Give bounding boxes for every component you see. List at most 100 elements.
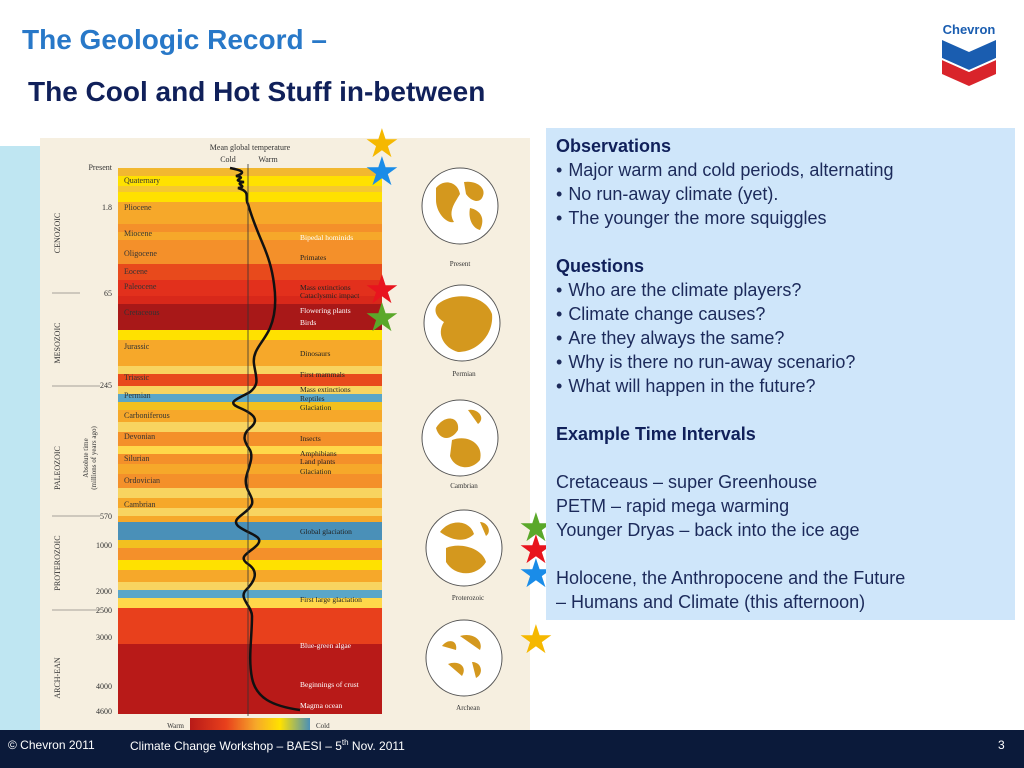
logo-wordmark: Chevron	[943, 22, 996, 37]
event-label: Amphibians	[300, 449, 337, 458]
question-item: Are they always the same?	[556, 326, 1005, 350]
observation-item: No run-away climate (yet).	[556, 182, 1005, 206]
event-label: Land plants	[300, 457, 335, 466]
left-accent-bar	[0, 146, 40, 736]
example-line: Younger Dryas – back into the ice age	[556, 520, 860, 540]
yellow-star-icon: ★	[518, 618, 554, 662]
example-line: PETM – rapid mega warming	[556, 496, 790, 516]
event-label: Cataclysmic impact	[300, 291, 360, 300]
period-label: Quaternary	[124, 176, 160, 185]
event-label: Blue-green algae	[300, 641, 352, 650]
examples-heading: Example Time Intervals	[556, 424, 756, 444]
period-label: Jurassic	[124, 342, 150, 351]
observation-item: The younger the more squiggles	[556, 206, 1005, 230]
footer-workshop: Climate Change Workshop – BAESI – 5th No…	[130, 738, 405, 753]
blue-star-icon: ★	[364, 150, 400, 194]
period-label: Cretaceous	[124, 308, 160, 317]
slide-title-line1: The Geologic Record –	[22, 24, 327, 55]
red-star-icon: ★	[364, 268, 400, 312]
tick-label: 4600	[96, 707, 112, 716]
globe-label: Archean	[456, 704, 480, 712]
event-label: First large glaciation	[300, 595, 362, 604]
scale-cold-label: Cold	[316, 722, 330, 730]
period-label: Carboniferous	[124, 411, 170, 420]
temperature-scale-bar	[190, 718, 310, 732]
footer-bar: © Chevron 2011 Climate Change Workshop –…	[0, 730, 1024, 768]
event-label: Beginnings of crust	[300, 680, 360, 689]
footer-workshop-sup: th	[341, 738, 349, 747]
era-label: PALEOZOIC	[53, 446, 62, 490]
yellow-star-icon: ★	[364, 122, 400, 166]
footer-copyright: © Chevron 2011	[8, 738, 95, 752]
example-line: Cretaceaus – super Greenhouse	[556, 472, 818, 492]
axis-label-line1: Absolute time	[82, 438, 90, 477]
cold-label: Cold	[220, 155, 236, 164]
tick-label: 2500	[96, 606, 112, 615]
question-item: What will happen in the future?	[556, 374, 1005, 398]
observations-panel: Observations Major warm and cold periods…	[546, 128, 1015, 620]
period-label: Silurian	[124, 454, 149, 463]
tick-label: 570	[100, 512, 112, 521]
temperature-bands	[118, 168, 382, 714]
globe-label: Proterozoic	[452, 594, 484, 602]
event-label: Primates	[300, 253, 326, 262]
era-label: ARCH-EAN	[53, 657, 62, 699]
example-line: Holocene, the Anthropocene and the Futur…	[556, 568, 906, 588]
period-label: Oligocene	[124, 249, 157, 258]
tick-label: 4000	[96, 682, 112, 691]
globes: Present Permian Cambrian Proterozoic Arc…	[421, 167, 503, 712]
temperature-curve	[229, 166, 301, 712]
era-label: PROTEROZOIC	[53, 535, 62, 590]
period-label: Pliocene	[124, 203, 152, 212]
axis-label-line2: (millions of years ago)	[90, 426, 98, 490]
period-label: Triassic	[124, 373, 149, 382]
geologic-record-figure: Mean global temperature Cold Warm	[40, 138, 530, 736]
question-item: Why is there no run-away scenario?	[556, 350, 1005, 374]
geologic-record-chart: Mean global temperature Cold Warm	[52, 143, 503, 732]
question-item: Climate change causes?	[556, 302, 1005, 326]
event-label: Reptiles	[300, 394, 325, 403]
tick-label: 65	[104, 289, 112, 298]
event-label: Magma ocean	[300, 701, 343, 710]
event-label: Mass extinctions	[300, 385, 351, 394]
period-label: Miocene	[124, 229, 152, 238]
tick-label: 2000	[96, 587, 112, 596]
period-label: Devonian	[124, 432, 155, 441]
observation-item: Major warm and cold periods, alternating	[556, 158, 1005, 182]
era-label: MESOZOIC	[53, 323, 62, 364]
footer-workshop-pre: Climate Change Workshop – BAESI – 5	[130, 739, 342, 753]
globe-label: Permian	[452, 370, 476, 378]
event-label: Bipedal hominids	[300, 233, 353, 242]
scale-warm-label: Warm	[167, 722, 184, 730]
event-label: Dinosaurs	[300, 349, 330, 358]
period-label: Ordovician	[124, 476, 160, 485]
globe-label: Present	[450, 260, 471, 268]
event-label: Global glaciation	[300, 527, 352, 536]
footer-workshop-post: Nov. 2011	[348, 739, 405, 753]
event-label: Insects	[300, 434, 321, 443]
observations-heading: Observations	[556, 136, 672, 156]
event-label: Glaciation	[300, 403, 331, 412]
tick-label: 1.8	[102, 203, 112, 212]
chevron-logo: Chevron	[936, 22, 1002, 86]
period-label: Permian	[124, 391, 151, 400]
tick-label: 1000	[96, 541, 112, 550]
questions-heading: Questions	[556, 256, 645, 276]
event-label: Flowering plants	[300, 306, 351, 315]
figure-header: Mean global temperature	[210, 143, 291, 152]
tick-label: 3000	[96, 633, 112, 642]
globe-label: Cambrian	[450, 482, 478, 490]
tick-label: 245	[100, 381, 112, 390]
event-label: Birds	[300, 318, 316, 327]
green-star-icon: ★	[364, 296, 400, 340]
page-number: 3	[998, 738, 1005, 752]
tick-label: Present	[88, 163, 112, 172]
period-label: Eocene	[124, 267, 148, 276]
event-label: Mass extinctions	[300, 283, 351, 292]
era-label: CENOZOIC	[53, 213, 62, 253]
period-label: Paleocene	[124, 282, 157, 291]
event-label: Glaciation	[300, 467, 331, 476]
warm-label: Warm	[258, 155, 278, 164]
period-label: Cambrian	[124, 500, 156, 509]
example-line: – Humans and Climate (this afternoon)	[556, 592, 866, 612]
